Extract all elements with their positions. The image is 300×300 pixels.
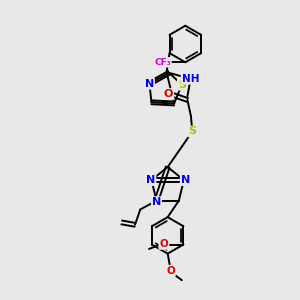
Text: NH: NH — [182, 74, 199, 84]
Text: O: O — [166, 266, 175, 276]
Text: N: N — [145, 79, 154, 89]
Text: S: S — [188, 126, 196, 136]
Text: N: N — [152, 197, 161, 207]
Text: N: N — [181, 175, 190, 185]
Text: O: O — [164, 89, 173, 99]
Text: N: N — [146, 175, 155, 185]
Text: CF₃: CF₃ — [154, 58, 171, 67]
Text: S: S — [178, 80, 186, 90]
Text: O: O — [159, 239, 168, 249]
